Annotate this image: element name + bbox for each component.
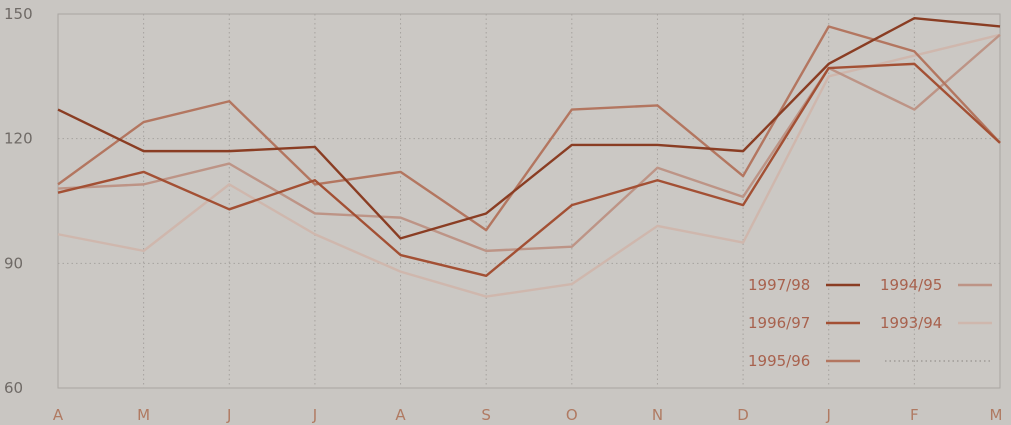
x-tick-label: A bbox=[395, 406, 406, 424]
legend-label: 1996/97 bbox=[748, 314, 810, 332]
y-tick-label: 150 bbox=[4, 5, 33, 23]
x-tick-label: M bbox=[990, 406, 1003, 424]
legend-label: 1995/96 bbox=[748, 352, 810, 370]
grid-lines bbox=[58, 14, 1000, 388]
x-tick-label: N bbox=[652, 406, 663, 424]
x-tick-label: A bbox=[53, 406, 64, 424]
x-tick-label: D bbox=[737, 406, 749, 424]
series-lines bbox=[57, 16, 1001, 298]
x-tick-label: O bbox=[566, 406, 578, 424]
series-line bbox=[57, 62, 1001, 277]
x-tick-label: J bbox=[826, 406, 831, 424]
series-line bbox=[57, 33, 1001, 298]
y-tick-label: 90 bbox=[4, 254, 23, 272]
plot-area bbox=[57, 13, 1001, 389]
series-line bbox=[57, 25, 1001, 232]
y-tick-label: 120 bbox=[4, 130, 33, 148]
x-tick-label: J bbox=[312, 406, 317, 424]
legend-label: 1993/94 bbox=[880, 314, 942, 332]
legend-label: 1997/98 bbox=[748, 276, 810, 294]
y-tick-label: 60 bbox=[4, 379, 23, 397]
x-tick-label: F bbox=[910, 406, 919, 424]
series-line bbox=[57, 33, 1001, 253]
legend-label: 1994/95 bbox=[880, 276, 942, 294]
series-line bbox=[57, 16, 1001, 240]
x-tick-label: M bbox=[137, 406, 150, 424]
legend: 1997/98 1996/97 1995/96 1994/95 1993/94 bbox=[748, 276, 992, 370]
x-tick-label: S bbox=[481, 406, 491, 424]
x-tick-label: J bbox=[226, 406, 231, 424]
y-axis-ticks: 60 90 120 150 bbox=[4, 5, 33, 397]
